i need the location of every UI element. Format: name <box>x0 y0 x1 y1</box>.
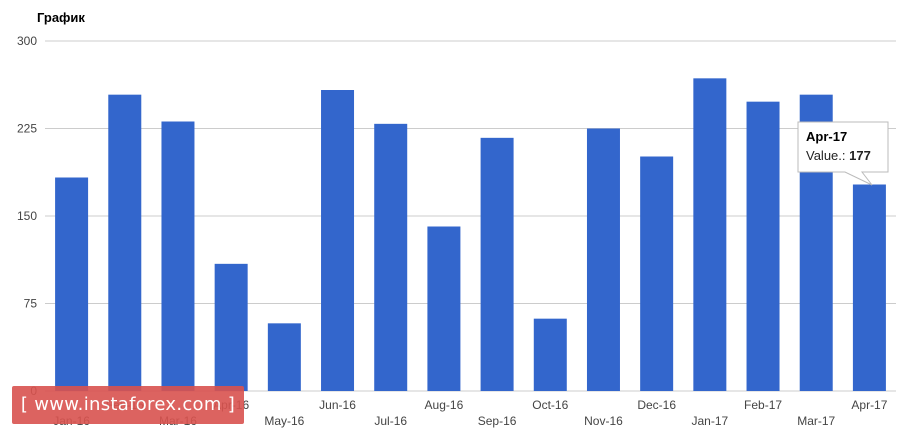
bar-jul-16[interactable] <box>374 123 408 391</box>
tooltip-title: Apr-17 <box>806 129 847 144</box>
x-tick-label: Nov-16 <box>584 414 623 428</box>
x-tick-label: Aug-16 <box>425 398 464 412</box>
x-tick-label: Jun-16 <box>319 398 356 412</box>
x-tick-label: Jul-16 <box>374 414 407 428</box>
bar-apr-16[interactable] <box>214 263 248 391</box>
tooltip-label-text: Value.: <box>806 148 846 163</box>
bar-dec-16[interactable] <box>640 156 674 392</box>
watermark-right-bracket: ] <box>227 394 236 415</box>
chart-title: График <box>37 10 85 25</box>
x-tick-label: Jan-17 <box>691 414 728 428</box>
x-tick-label: May-16 <box>264 414 304 428</box>
bar-may-16[interactable] <box>267 323 301 391</box>
bar-jan-17[interactable] <box>693 78 727 391</box>
watermark-left-bracket: [ <box>20 394 29 415</box>
tooltip-box <box>797 121 889 186</box>
tooltip-label: Value.: 177 <box>806 148 871 163</box>
x-tick-label: Apr-17 <box>851 398 887 412</box>
tooltip-value: 177 <box>849 148 871 163</box>
bar-nov-16[interactable] <box>586 128 620 392</box>
tooltip: Apr-17 Value.: 177 <box>797 121 889 186</box>
x-tick-label: Dec-16 <box>637 398 676 412</box>
bar-apr-17[interactable] <box>852 184 886 392</box>
y-tick-label: 150 <box>17 209 37 223</box>
bar-feb-16[interactable] <box>108 94 142 392</box>
x-tick-label: Feb-17 <box>744 398 782 412</box>
y-tick-label: 75 <box>24 297 38 311</box>
bar-jun-16[interactable] <box>321 90 355 391</box>
x-tick-label: Mar-17 <box>797 414 835 428</box>
watermark-logo: [ www.instaforex.com ] <box>12 386 244 424</box>
watermark-text: www.instaforex.com <box>34 394 222 415</box>
y-tick-label: 300 <box>17 34 37 48</box>
bar-mar-16[interactable] <box>161 121 195 392</box>
bar-sep-16[interactable] <box>480 137 514 391</box>
x-tick-label: Oct-16 <box>532 398 568 412</box>
y-axis-ticks: 075150225300 <box>17 34 37 398</box>
bar-jan-16[interactable] <box>55 177 89 392</box>
bars <box>55 78 886 392</box>
bar-oct-16[interactable] <box>533 318 567 391</box>
x-tick-label: Sep-16 <box>478 414 517 428</box>
bar-aug-16[interactable] <box>427 226 461 392</box>
bar-feb-17[interactable] <box>746 101 780 392</box>
y-tick-label: 225 <box>17 122 37 136</box>
